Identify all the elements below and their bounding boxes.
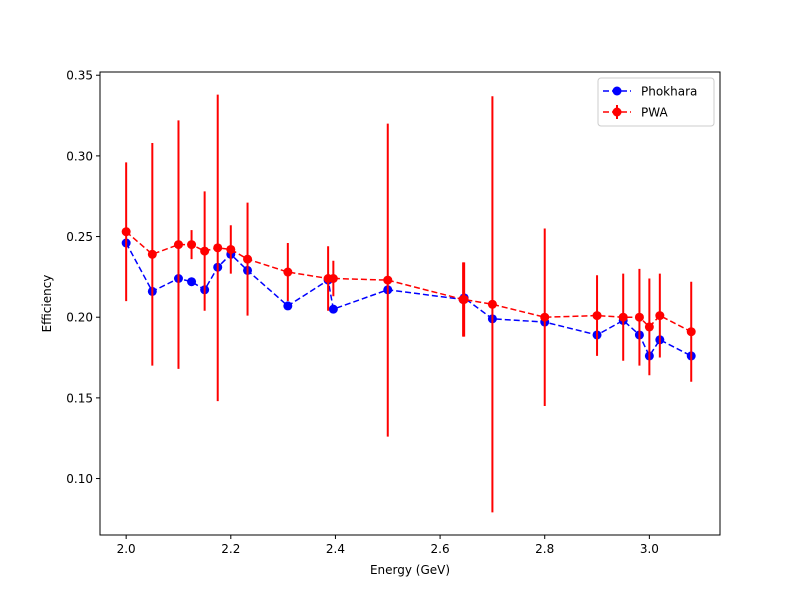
y-tick-label: 0.25 bbox=[66, 230, 93, 244]
x-tick-label: 2.8 bbox=[535, 542, 554, 556]
x-tick-label: 2.2 bbox=[221, 542, 240, 556]
legend-marker bbox=[612, 107, 622, 117]
data-point bbox=[686, 327, 696, 337]
data-point bbox=[655, 311, 665, 321]
data-point bbox=[328, 273, 338, 283]
y-tick-label: 0.20 bbox=[66, 311, 93, 325]
series-pwa bbox=[121, 94, 696, 513]
legend-label: PWA bbox=[641, 106, 668, 120]
y-axis-label: Efficiency bbox=[40, 275, 54, 333]
y-tick-label: 0.10 bbox=[66, 472, 93, 486]
data-point bbox=[226, 244, 236, 254]
data-point bbox=[487, 299, 497, 309]
data-point bbox=[283, 267, 293, 277]
data-point bbox=[243, 254, 253, 264]
data-point bbox=[618, 312, 628, 322]
series-line bbox=[125, 231, 692, 333]
data-point bbox=[644, 322, 654, 332]
y-tick-label: 0.30 bbox=[66, 149, 93, 163]
axes-frame bbox=[99, 71, 721, 536]
data-point bbox=[634, 312, 644, 322]
legend: Phokhara PWA bbox=[597, 77, 715, 127]
y-tick-label: 0.15 bbox=[66, 391, 93, 405]
data-point bbox=[213, 243, 223, 253]
data-point bbox=[592, 311, 602, 321]
data-series bbox=[121, 94, 696, 513]
x-axis-ticks: 2.0 2.2 2.4 2.6 2.8 3.0 bbox=[117, 535, 659, 556]
legend-label: Phokhara bbox=[641, 85, 697, 99]
y-axis-ticks: 0.10 0.15 0.20 0.25 0.30 0.35 bbox=[66, 69, 100, 486]
data-point bbox=[383, 275, 393, 285]
data-point bbox=[147, 249, 157, 259]
x-axis-label: Energy (GeV) bbox=[370, 563, 450, 577]
x-tick-label: 2.6 bbox=[431, 542, 450, 556]
y-tick-label: 0.35 bbox=[66, 69, 93, 83]
data-point bbox=[187, 277, 197, 287]
data-point bbox=[283, 301, 293, 311]
legend-box bbox=[597, 77, 715, 127]
x-tick-label: 3.0 bbox=[640, 542, 659, 556]
legend-entry-pwa: PWA bbox=[603, 105, 668, 120]
data-point bbox=[187, 240, 197, 250]
x-tick-label: 2.0 bbox=[117, 542, 136, 556]
data-point bbox=[328, 304, 338, 314]
data-point bbox=[173, 240, 183, 250]
legend-marker bbox=[612, 86, 622, 96]
data-point bbox=[540, 312, 550, 322]
data-point bbox=[200, 246, 210, 256]
x-tick-label: 2.4 bbox=[326, 542, 345, 556]
data-point bbox=[459, 294, 469, 304]
data-point bbox=[121, 227, 131, 237]
legend-entry-phokhara: Phokhara bbox=[603, 85, 697, 99]
